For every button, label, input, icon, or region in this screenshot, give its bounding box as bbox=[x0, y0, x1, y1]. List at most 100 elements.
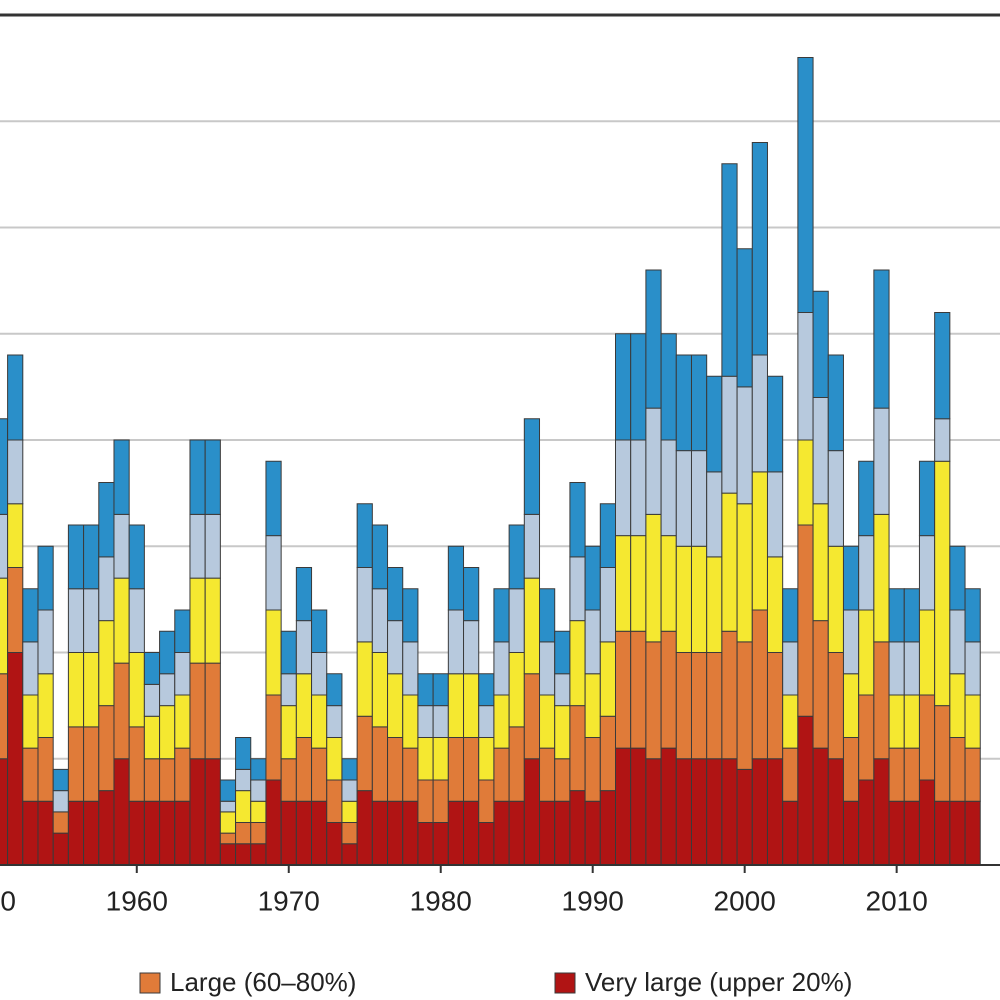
x-tick-label: 1950 bbox=[0, 885, 16, 916]
bar-segment bbox=[615, 439, 632, 537]
bar-segment bbox=[417, 737, 434, 781]
bar-segment bbox=[766, 375, 784, 473]
bar-segment bbox=[417, 822, 434, 866]
bar-segment bbox=[888, 800, 905, 866]
bar-segment bbox=[0, 758, 9, 866]
bar-segment bbox=[615, 630, 632, 749]
bar-segment bbox=[159, 800, 176, 866]
bar-segment bbox=[539, 747, 556, 802]
bar-segment bbox=[934, 460, 951, 707]
bar-segment bbox=[842, 737, 860, 802]
bar-segment bbox=[280, 705, 297, 760]
bar-segment bbox=[827, 545, 844, 653]
bar-segment bbox=[706, 652, 723, 760]
bar-segment bbox=[0, 418, 9, 515]
bar-segment bbox=[797, 312, 814, 441]
bar-segment bbox=[751, 609, 768, 760]
bar-segment bbox=[189, 577, 206, 664]
bar-segment bbox=[265, 535, 282, 611]
bar-segment bbox=[128, 800, 145, 866]
bar-segment bbox=[615, 333, 632, 441]
bar-segment bbox=[67, 588, 85, 653]
bar-segment bbox=[615, 535, 632, 632]
bar-segment bbox=[0, 673, 9, 760]
bar-segment bbox=[417, 673, 434, 707]
bar-segment bbox=[432, 705, 449, 738]
bar-segment bbox=[888, 694, 905, 749]
legend-label: Large (60–80%) bbox=[170, 967, 356, 997]
bar-segment bbox=[858, 535, 875, 611]
bar-segment bbox=[204, 662, 221, 760]
bar-segment bbox=[37, 737, 54, 802]
bar-segment bbox=[326, 822, 343, 866]
bar-segment bbox=[751, 471, 768, 611]
bar-segment bbox=[402, 641, 419, 696]
bar-segment bbox=[523, 513, 541, 579]
bar-segment bbox=[432, 822, 449, 866]
bar-segment bbox=[706, 471, 723, 558]
bar-segment bbox=[447, 737, 465, 802]
bar-segment bbox=[782, 641, 799, 696]
bar-segment bbox=[250, 822, 267, 845]
bar-segment bbox=[219, 779, 237, 802]
bar-segment bbox=[630, 535, 647, 632]
bar-segment bbox=[523, 673, 541, 760]
bar-segment bbox=[797, 524, 814, 717]
bar-segment bbox=[402, 588, 419, 643]
bar-segment bbox=[311, 800, 328, 866]
bar-segment bbox=[432, 779, 449, 823]
bar-segment bbox=[645, 269, 662, 409]
bar-segment bbox=[675, 354, 692, 452]
bar-segment bbox=[554, 673, 571, 707]
bar-segment bbox=[265, 609, 282, 696]
bar-segment bbox=[356, 715, 373, 792]
bar-segment bbox=[280, 673, 297, 707]
bar-segment bbox=[204, 758, 221, 866]
bar-segment bbox=[447, 800, 465, 866]
bar-segment bbox=[842, 545, 860, 611]
bar-segment bbox=[782, 694, 799, 749]
bar-segment bbox=[417, 705, 434, 738]
bar-segment bbox=[569, 556, 586, 622]
bar-segment bbox=[128, 652, 145, 728]
bar-segment bbox=[539, 588, 556, 643]
bar-segment bbox=[493, 641, 510, 696]
bar-segment bbox=[964, 641, 981, 696]
bar-segment bbox=[797, 439, 814, 526]
bar-segment bbox=[645, 513, 662, 643]
bar-segment bbox=[690, 545, 708, 653]
bar-segment bbox=[280, 630, 297, 675]
bar-segment bbox=[311, 609, 328, 653]
x-tick-label: 1980 bbox=[410, 885, 472, 916]
bar-segment bbox=[721, 492, 738, 632]
bar-segment bbox=[143, 715, 161, 760]
bar-segment bbox=[250, 779, 267, 802]
bar-segment bbox=[204, 577, 221, 664]
bar-segment bbox=[356, 790, 373, 866]
bar-segment bbox=[265, 779, 282, 866]
bar-segment bbox=[873, 513, 890, 643]
bar-segment bbox=[736, 503, 753, 643]
bar-segment bbox=[645, 641, 662, 760]
bar-segment bbox=[447, 673, 465, 738]
bar-segment bbox=[204, 439, 221, 515]
bar-segment bbox=[858, 694, 875, 781]
bar-segment bbox=[463, 800, 480, 866]
bar-segment bbox=[964, 694, 981, 749]
bar-segment bbox=[660, 439, 677, 537]
bar-segment bbox=[341, 779, 358, 802]
bar-segment bbox=[949, 545, 966, 611]
bar-segment bbox=[83, 800, 100, 866]
bar-segment bbox=[295, 800, 313, 866]
bar-segment bbox=[721, 758, 738, 866]
bar-segment bbox=[235, 790, 252, 823]
bar-segment bbox=[569, 705, 586, 792]
bar-segment bbox=[690, 354, 708, 452]
bar-segment bbox=[508, 726, 525, 802]
bar-segment bbox=[478, 673, 495, 707]
bar-segment bbox=[250, 758, 267, 781]
bar-segment bbox=[873, 641, 890, 760]
bar-segment bbox=[888, 588, 905, 643]
bar-segment bbox=[599, 503, 617, 568]
